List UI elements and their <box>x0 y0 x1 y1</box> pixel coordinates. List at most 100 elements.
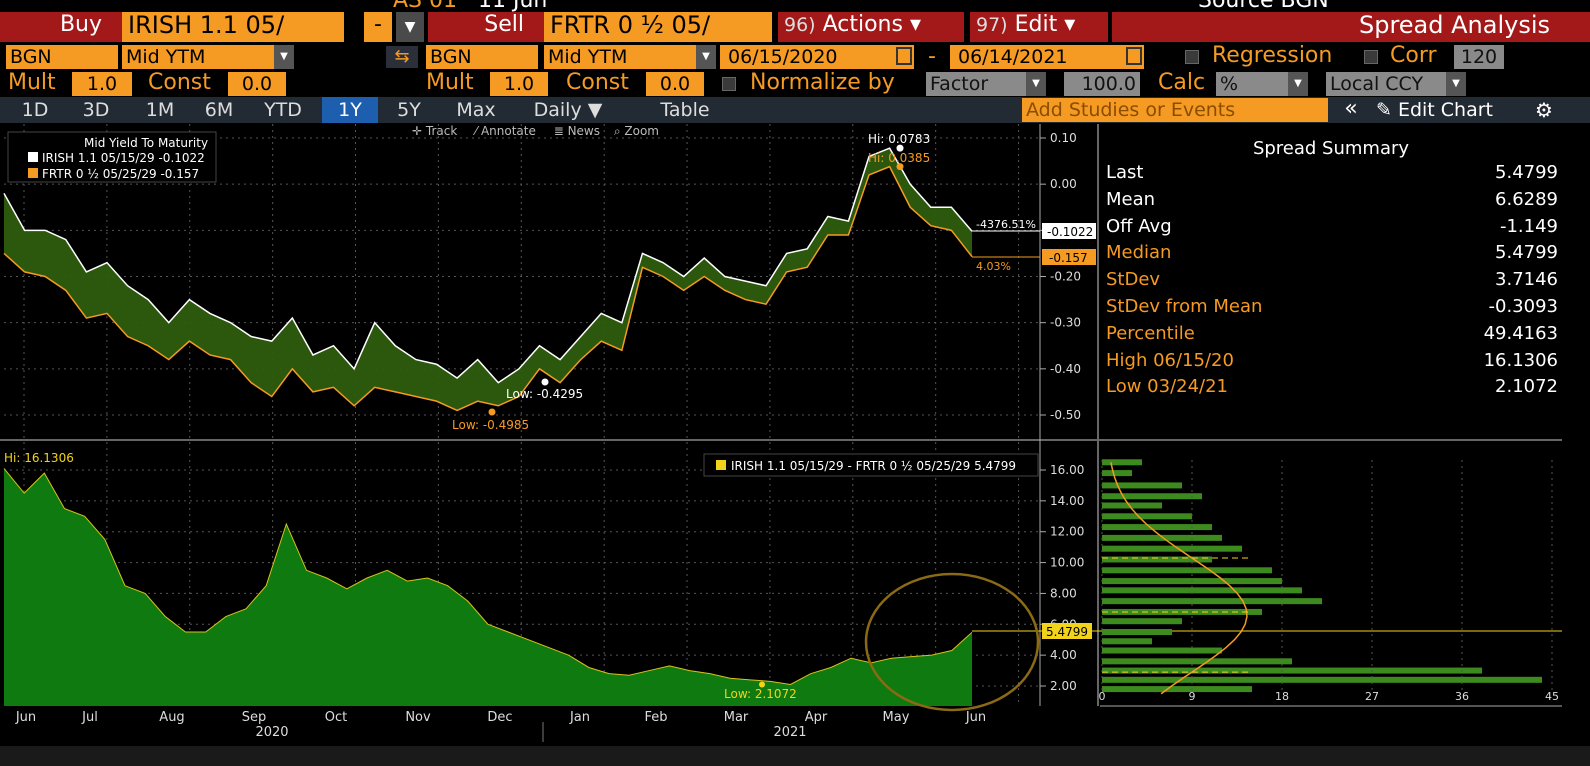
mult-left-label: Mult <box>8 70 56 95</box>
source-left-field[interactable]: BGN <box>6 45 118 69</box>
sell-button[interactable]: Sell <box>428 12 544 42</box>
regression-label: Regression <box>1212 43 1333 68</box>
y-tick-label: 0.00 <box>1050 177 1077 191</box>
mult-right-field[interactable]: 1.0 <box>490 72 548 96</box>
summary-row: Median 5.4799 <box>1106 242 1558 266</box>
tab-6m[interactable]: 6M <box>204 99 234 121</box>
const-left-field[interactable]: 0.0 <box>228 72 286 96</box>
y-tick-label: 4.00 <box>1050 648 1077 662</box>
corr-window-value: 120 <box>1460 46 1498 68</box>
regression-checkbox[interactable] <box>1185 50 1199 64</box>
buy-security-field[interactable]: IRISH 1.1 05/ <box>122 12 344 42</box>
x-year-label: 2021 <box>773 725 806 740</box>
distribution-curve <box>1110 462 1248 695</box>
tab-1d[interactable]: 1D <box>21 99 49 121</box>
normalize-checkbox[interactable] <box>722 77 736 91</box>
news-tool[interactable]: ≣ News <box>553 124 600 138</box>
zoom-label: Zoom <box>624 124 659 138</box>
pct-label-white: -4376.51% <box>976 218 1036 231</box>
histogram-bar <box>1102 534 1222 541</box>
const-right-field[interactable]: 0.0 <box>646 72 704 96</box>
summary-key: StDev from Mean <box>1106 296 1263 317</box>
last-badge-white <box>1042 223 1096 239</box>
tab-5y[interactable]: 5Y <box>397 99 421 121</box>
histogram-bar <box>1102 686 1252 693</box>
field-left-value: Mid YTM <box>126 46 206 68</box>
bottom-strip <box>0 746 1590 766</box>
add-studies-input[interactable]: Add Studies or Events <box>1022 98 1328 122</box>
field-right-select[interactable]: Mid YTM ▼ <box>544 45 716 69</box>
summary-row: StDev 3.7146 <box>1106 269 1558 293</box>
const-left-label: Const <box>148 70 211 95</box>
normalize-select[interactable]: Factor ▼ <box>926 72 1046 96</box>
buy-security: IRISH 1.1 05/ <box>128 11 285 39</box>
tab-3d[interactable]: 3D <box>82 99 110 121</box>
date-to-field[interactable]: 06/14/2021 <box>950 45 1144 69</box>
date-from-field[interactable]: 06/15/2020 <box>720 45 914 69</box>
summary-key: Mean <box>1106 188 1156 210</box>
edit-menu[interactable]: 97) Edit ▾ <box>970 12 1108 42</box>
calendar-icon[interactable] <box>896 47 912 65</box>
histogram-bar <box>1102 629 1172 635</box>
calc-label: Calc <box>1158 70 1206 95</box>
source-right-field[interactable]: BGN <box>426 45 538 69</box>
sell-security-field[interactable]: FRTR 0 ½ 05/ <box>544 12 772 42</box>
normalize-value-field[interactable]: 100.0 <box>1064 72 1140 96</box>
source-right-value: BGN <box>430 46 472 68</box>
series-line-irish <box>3 147 973 384</box>
top-strip-source: Source BGN <box>1198 0 1329 12</box>
x-month-label: Jul <box>81 710 98 725</box>
collapse-icon: « <box>1344 96 1358 121</box>
x-tick-label: 9 <box>1189 690 1196 703</box>
x-tick-label: 0 <box>1099 690 1106 703</box>
collapse-button[interactable]: « <box>1336 97 1366 123</box>
annotate-label: Annotate <box>480 124 536 138</box>
tab-max[interactable]: Max <box>456 99 496 121</box>
hi-label-orange: Hi: 0.0385 <box>868 151 930 165</box>
zoom-tool[interactable]: ⌕ Zoom <box>613 124 659 138</box>
swap-icon[interactable]: ⇆ <box>386 46 418 68</box>
calendar-icon[interactable] <box>1126 47 1142 65</box>
annotate-tool[interactable]: ⁄ Annotate <box>475 124 536 138</box>
spread-summary-panel: Spread Summary Last 5.4799 Mean 6.6289 Off A… <box>1100 124 1562 434</box>
mult-left-field[interactable]: 1.0 <box>72 72 132 96</box>
tab-ytd[interactable]: YTD <box>264 99 302 121</box>
gear-icon[interactable]: ⚙ <box>1530 97 1558 123</box>
track-tool[interactable]: ✛ Track <box>412 124 458 138</box>
buy-button[interactable]: Buy <box>0 12 122 42</box>
x-year-label: 2020 <box>255 725 288 740</box>
spread-area <box>4 468 972 706</box>
chevron-down-icon[interactable]: ▼ <box>396 12 424 42</box>
sell-security: FRTR 0 ½ 05/ <box>550 11 711 39</box>
date-to-value: 06/14/2021 <box>958 46 1068 68</box>
chevron-down-icon: ▼ <box>1026 72 1046 96</box>
last-badge-spread <box>1042 623 1092 639</box>
currency-select[interactable]: Local CCY ▼ <box>1326 72 1466 96</box>
y-tick-label: 14.00 <box>1050 494 1084 508</box>
track-label: Track <box>425 124 458 138</box>
dash-button[interactable]: - <box>364 12 392 42</box>
spread-legend-box <box>703 453 1039 477</box>
actions-menu[interactable]: 96) Actions ▾ <box>778 12 964 42</box>
histogram-bar <box>1102 567 1272 574</box>
x-month-label: Nov <box>405 710 431 725</box>
tab-1y[interactable]: 1Y <box>322 97 378 123</box>
mult-right-value: 1.0 <box>503 73 535 95</box>
corr-window-field[interactable]: 120 <box>1454 45 1504 69</box>
tab-table[interactable]: Table <box>660 99 710 121</box>
legend-irish: IRISH 1.1 05/15/29 -0.1022 <box>42 151 205 165</box>
field-left-select[interactable]: Mid YTM ▼ <box>122 45 294 69</box>
buy-label: Buy <box>59 12 102 37</box>
histogram-bar <box>1102 482 1182 489</box>
legend-frtr: FRTR 0 ½ 05/25/29 -0.157 <box>42 167 199 181</box>
hi-marker-orange <box>896 163 904 171</box>
tab-1m[interactable]: 1M <box>145 99 175 121</box>
summary-row: StDev from Mean -0.3093 <box>1106 296 1558 320</box>
tab-daily[interactable]: Daily ▼ <box>533 99 603 121</box>
chevron-down-icon: ▼ <box>696 45 716 69</box>
calc-select[interactable]: % ▼ <box>1216 72 1308 96</box>
corr-checkbox[interactable] <box>1364 50 1378 64</box>
pct-label-orange: 4.03% <box>976 260 1011 273</box>
edit-chart-button[interactable]: ✎ Edit Chart <box>1372 97 1522 123</box>
